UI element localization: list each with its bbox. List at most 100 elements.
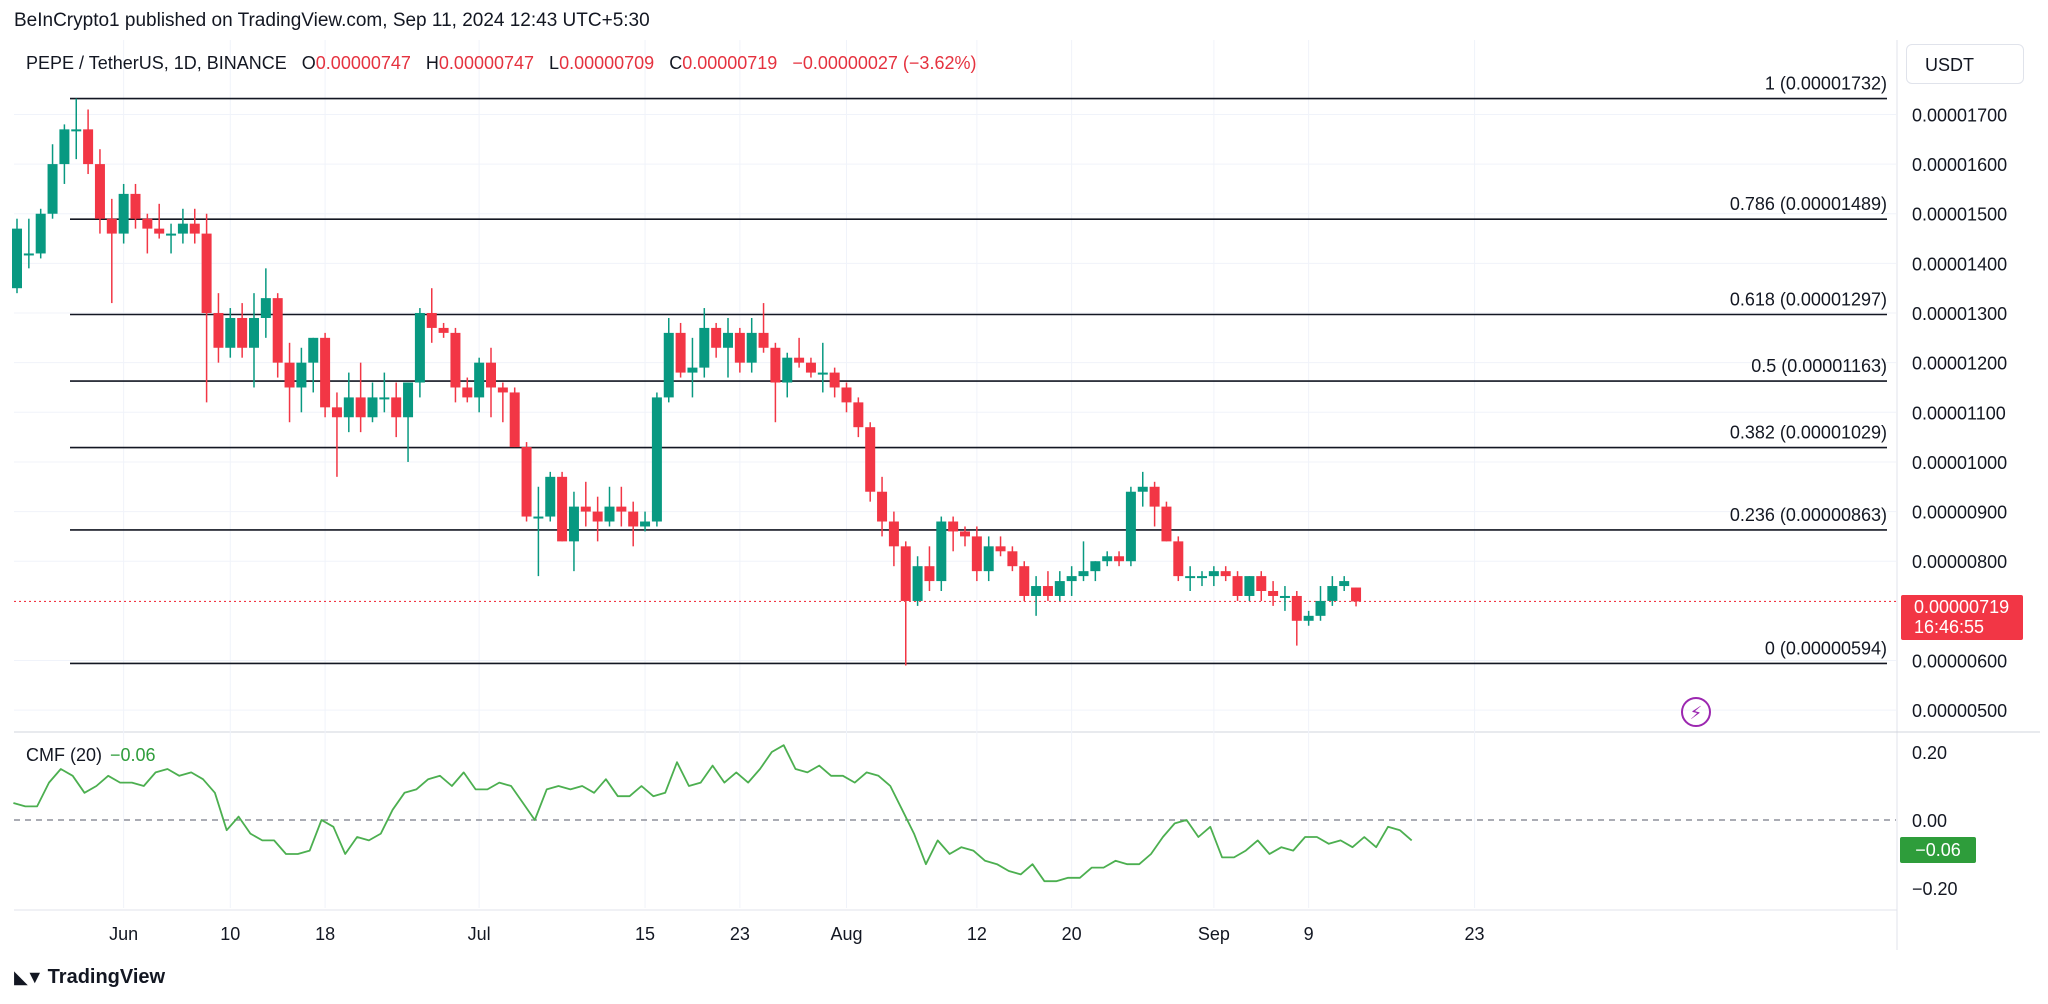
candle-body (616, 506, 627, 512)
currency-selector[interactable]: USDT (1906, 44, 2024, 84)
candle-body (1125, 491, 1136, 562)
candle-body (1339, 581, 1350, 587)
candle-body (1197, 576, 1207, 579)
candle-body (734, 332, 745, 363)
fib-level-label: 0.786 (0.00001489) (1730, 194, 1887, 214)
time-tick-label: 10 (220, 924, 240, 944)
close-value: 0.00000719 (682, 53, 778, 73)
candle-body (154, 228, 165, 234)
candle-body (1090, 561, 1101, 572)
candle-body (71, 129, 82, 132)
candle-body (1137, 486, 1148, 492)
price-tick-label: 0.00001700 (1912, 105, 2007, 125)
candle-body (1232, 576, 1243, 596)
candle-body (308, 337, 319, 363)
candle-body (687, 367, 698, 373)
cmf-legend[interactable]: CMF (20) −0.06 (26, 745, 156, 766)
symbol-legend[interactable]: PEPE / TetherUS, 1D, BINANCE O0.00000747… (26, 53, 986, 74)
candle-body (272, 298, 283, 363)
candle-body (770, 347, 781, 383)
time-tick-label: 20 (1062, 924, 1082, 944)
candle-body (12, 228, 22, 289)
candle-body (403, 382, 414, 418)
candle-body (47, 164, 58, 214)
candle-body (628, 511, 639, 527)
candle-body (474, 362, 485, 398)
fib-level-label: 0.618 (0.00001297) (1730, 290, 1887, 310)
candle-body (1161, 506, 1172, 542)
candle-body (486, 362, 496, 388)
candle-body (841, 387, 852, 403)
candle-body (1054, 581, 1065, 596)
candle-body (237, 317, 248, 348)
candle-body (59, 129, 70, 165)
candle-body (568, 506, 579, 542)
price-tick-label: 0.00001300 (1912, 304, 2007, 324)
event-marker-icon (1681, 697, 1711, 727)
candle-body (23, 253, 34, 256)
cmf-tick-label: 0.00 (1912, 811, 1947, 831)
candle-body (331, 407, 342, 418)
tradingview-brand[interactable]: ◣▼ TradingView (14, 966, 165, 989)
last-price-tag: 0.00000719 16:46:55 (1901, 595, 2023, 640)
brand-name: TradingView (47, 966, 166, 988)
candle-body (201, 233, 212, 314)
candle-body (1256, 576, 1267, 592)
candle-body (1220, 571, 1231, 577)
change-value: −0.00000027 (−3.62%) (792, 53, 977, 73)
low-value: 0.00000709 (559, 53, 655, 73)
candle-body (604, 506, 615, 522)
cmf-name: CMF (20) (26, 745, 102, 765)
cmf-tick-label: −0.20 (1912, 879, 1958, 899)
candle-body (130, 193, 141, 219)
candle-body (888, 521, 899, 547)
candle-body (960, 531, 970, 537)
candle-body (177, 223, 188, 234)
candle-body (414, 313, 425, 383)
candle-body (509, 392, 520, 448)
candle-body (450, 332, 461, 388)
candle-body (557, 476, 568, 542)
price-tick-label: 0.00001200 (1912, 354, 2007, 374)
candle-body (829, 372, 840, 388)
candle-body (1042, 586, 1053, 596)
close-label: C (669, 53, 683, 73)
candle-body (805, 362, 816, 373)
time-tick-label: 18 (315, 924, 335, 944)
candle-body (83, 129, 94, 165)
publisher-line: BeInCrypto1 published on TradingView.com… (14, 10, 650, 31)
candle-body (189, 223, 200, 234)
cmf-value: −0.06 (110, 745, 156, 765)
candle-body (94, 164, 105, 219)
cmf-tick-label: 0.20 (1912, 743, 1947, 763)
candle-body (1315, 600, 1326, 616)
candle-body (983, 546, 994, 572)
candle-body (592, 511, 603, 522)
fib-level-label: 0.5 (0.00001163) (1751, 356, 1887, 376)
price-tick-label: 0.00001400 (1912, 254, 2007, 274)
candle-body (782, 357, 793, 383)
candle-body (545, 476, 556, 517)
fib-level-label: 0 (0.00000594) (1765, 638, 1887, 658)
candle-body (260, 298, 271, 318)
candle-body (651, 397, 662, 522)
candle-body (438, 327, 449, 333)
time-tick-label: Jun (109, 924, 138, 944)
high-value: 0.00000747 (438, 53, 535, 73)
candle-body (367, 397, 378, 418)
candle-body (1114, 556, 1125, 562)
candle-body (1007, 551, 1018, 567)
candle-body (723, 332, 733, 348)
candle-body (426, 313, 437, 328)
candle-body (213, 313, 224, 348)
price-tick-label: 0.00000800 (1912, 552, 2007, 572)
candle-body (118, 193, 129, 234)
candle-body (1185, 576, 1196, 579)
last-price-value: 0.00000719 (1914, 597, 2010, 617)
candle-body (284, 362, 295, 388)
price-tick-label: 0.00001500 (1912, 205, 2007, 225)
candle-body (1351, 587, 1362, 602)
